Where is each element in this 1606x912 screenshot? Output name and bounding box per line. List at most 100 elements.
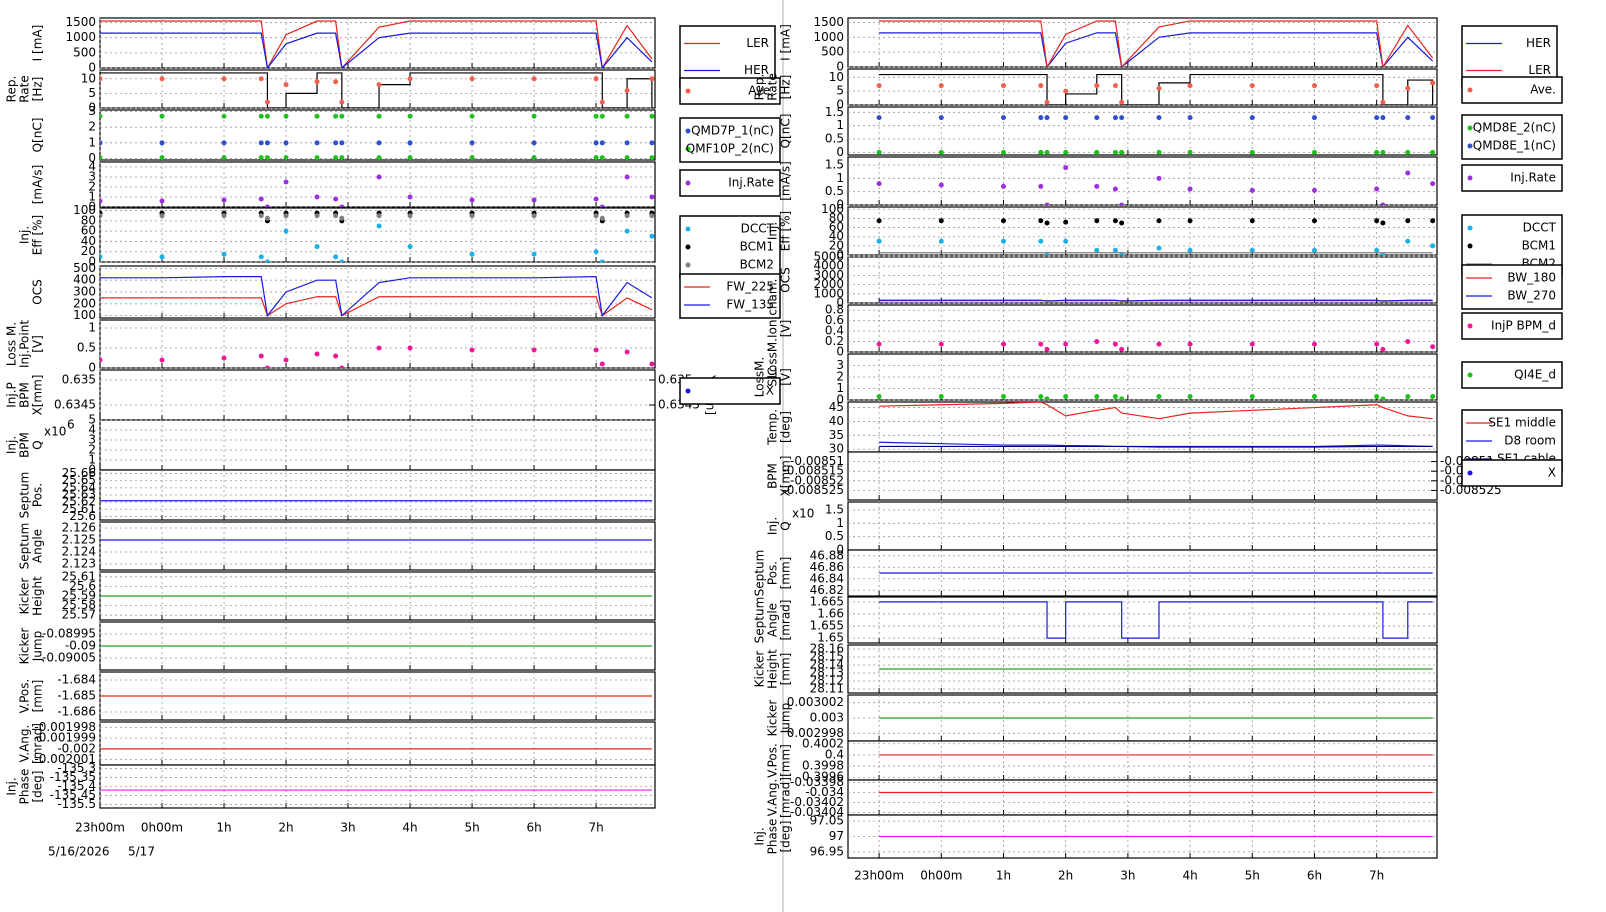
y-tick-label: 0.6 — [825, 313, 844, 327]
data-line — [100, 32, 653, 68]
data-point — [1112, 247, 1118, 253]
y-tick-label: 0.5 — [77, 341, 96, 355]
legend-box — [679, 117, 781, 163]
y-axis-label: Q[nC] — [779, 114, 793, 149]
data-point — [1249, 394, 1255, 400]
y-tick-label: 96.95 — [810, 844, 844, 858]
y-tick-label: 2.124 — [62, 545, 96, 559]
y-tick-label: -135.4 — [57, 779, 96, 793]
legend-marker — [1467, 323, 1473, 329]
x-tick-label: 0h00m — [920, 869, 962, 883]
legend-marker — [1467, 87, 1473, 93]
y-tick-label: 0.3998 — [802, 759, 844, 773]
y-tick-label: 80 — [829, 211, 844, 225]
data-point — [1311, 218, 1317, 224]
y-tick-label: 0 — [88, 200, 96, 214]
data-point — [1156, 245, 1162, 251]
y-axis-label: LossM.Ion cham. — [766, 279, 780, 379]
data-point — [649, 155, 655, 160]
y-tick-label: -0.03404 — [790, 805, 844, 819]
y-tick-label: 5 — [836, 84, 844, 98]
data-point — [649, 213, 655, 219]
data-point — [100, 155, 103, 160]
data-point — [599, 204, 605, 207]
data-line — [879, 402, 1433, 420]
y-tick-label: 25.61 — [62, 569, 96, 583]
y-tick-label: 40 — [81, 234, 96, 248]
strip-frame — [99, 319, 656, 369]
strip-frame — [99, 419, 656, 471]
y-tick-label: -0.00851 — [790, 454, 844, 468]
y-tick-label: 25.6 — [69, 509, 96, 523]
data-point — [1044, 115, 1050, 121]
y-tick-label: 500 — [821, 45, 844, 59]
data-point — [407, 140, 413, 146]
data-line — [100, 20, 653, 68]
y-tick-label: 97 — [829, 829, 844, 843]
data-point — [1094, 339, 1100, 345]
y-tick-label: -135.35 — [50, 770, 96, 784]
data-point — [1430, 394, 1436, 400]
data-point — [1430, 243, 1436, 249]
data-point — [593, 155, 599, 160]
y-axis-label: Loss M. — [5, 322, 19, 366]
series-group — [876, 73, 1436, 105]
data-point — [1000, 394, 1006, 400]
legend-marker — [1467, 175, 1473, 181]
data-point — [1430, 149, 1436, 155]
data-point — [649, 194, 655, 200]
y-tick-label: 28.14 — [810, 658, 844, 672]
y-tick-label: -0.002001 — [34, 752, 96, 766]
y-axis-label: LossM. — [753, 357, 767, 398]
data-point — [159, 76, 165, 82]
y-tick-label: 35 — [829, 428, 844, 442]
strip-frame — [99, 109, 656, 161]
y-tick-label: -0.001998 — [34, 720, 96, 734]
strip-frame — [847, 401, 1438, 453]
y-tick-label: 1000 — [65, 30, 96, 44]
x-tick-label: 5h — [1245, 869, 1260, 883]
y-tick-label: 5000 — [813, 250, 844, 264]
data-point — [593, 347, 599, 353]
data-point — [283, 113, 289, 119]
data-point — [1112, 186, 1118, 192]
strip-frame — [847, 206, 1438, 256]
legend-marker — [685, 388, 691, 394]
data-point — [339, 204, 345, 207]
data-point — [531, 251, 537, 257]
data-point — [1156, 85, 1162, 91]
y-axis-label: [mm] — [779, 557, 793, 590]
scale-label: x10 — [44, 425, 66, 439]
y-tick-label: 46.88 — [810, 548, 844, 562]
data-point — [376, 223, 382, 229]
y-tick-label: 60 — [81, 224, 96, 238]
data-line — [879, 299, 1433, 302]
y-axis-label: [V] — [779, 368, 793, 386]
data-point — [1063, 115, 1069, 121]
y-tick-label: 46.84 — [810, 571, 844, 585]
series-group — [876, 218, 1436, 255]
y-axis-label: V.Pos. — [18, 679, 32, 714]
data-point — [876, 149, 882, 155]
data-point — [1374, 149, 1380, 155]
y-tick-label: -0.008515 — [782, 464, 844, 478]
strip-frame — [847, 304, 1438, 353]
y-tick-label: 4 — [88, 423, 96, 437]
data-point — [407, 76, 413, 82]
legend-marker — [685, 88, 691, 94]
y-axis-label: OCS — [31, 279, 45, 304]
scale-exponent: 6 — [67, 418, 75, 432]
y-tick-label: 1500 — [813, 15, 844, 29]
data-point — [1000, 341, 1006, 347]
y-tick-label: 0.3996 — [802, 770, 844, 784]
data-point — [159, 357, 165, 363]
strip-frame — [847, 106, 1438, 156]
data-point — [1119, 346, 1125, 352]
data-point — [938, 115, 944, 121]
legend-label: FW_225 — [726, 280, 774, 294]
data-point — [1187, 83, 1193, 89]
data-point — [407, 194, 413, 200]
data-point — [1112, 394, 1118, 400]
data-point — [376, 82, 382, 88]
y-axis-label: OCS — [779, 267, 793, 292]
